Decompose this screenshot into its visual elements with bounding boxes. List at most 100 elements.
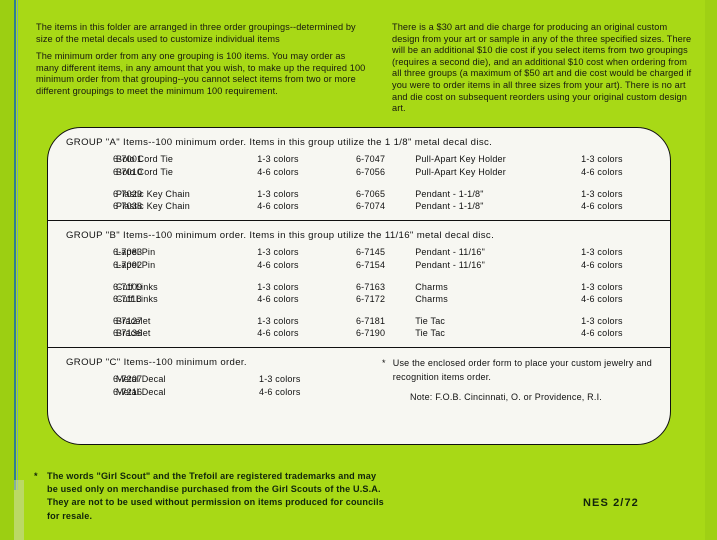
page-edge-rule — [14, 0, 16, 490]
item-colors: 1-3 colors — [581, 316, 623, 326]
group-b-title: GROUP "B" Items--100 minimum order. Item… — [66, 230, 495, 241]
item-colors: 4-6 colors — [257, 166, 299, 177]
table-row: 6-7127 Bracelet 1-3 colors 6-7181 Tie Ta… — [48, 305, 670, 326]
item-name: Metal Decal — [116, 373, 166, 384]
item-sku: 6-7172 — [355, 293, 386, 304]
table-row: 6-7029 Plastic Key Chain 1-3 colors 6-70… — [48, 178, 670, 199]
footnote-line: be used only on merchandise purchased fr… — [47, 484, 381, 495]
item-name: Bolo Cord Tie — [116, 166, 174, 177]
item-colors: 4-6 colors — [257, 293, 299, 304]
item-colors: 1-3 colors — [581, 246, 623, 257]
item-sku: 6-7136 — [113, 327, 143, 338]
group-c-rows: 6-7207 Metal Decal 1-3 colors 6-7216 Met… — [48, 372, 378, 406]
intro-column-right: There is a $30 art and die charge for pr… — [392, 22, 692, 115]
group-c-left: GROUP "C" Items--100 minimum order. 6-72… — [48, 348, 378, 406]
trademark-footnote: * The words "Girl Scout" and the Trefoil… — [34, 470, 464, 523]
item-name: Cuff Links — [116, 293, 158, 304]
item-colors: 4-6 colors — [581, 259, 623, 270]
item-name: Plastic Key Chain — [116, 189, 190, 199]
item-name: Cuff Links — [116, 282, 158, 292]
item-sku: 6-7092 — [113, 259, 143, 270]
item-colors: 1-3 colors — [581, 282, 623, 292]
trademark-footnote-body: The words "Girl Scout" and the Trefoil a… — [47, 470, 464, 523]
item-name: Pendant - 1-1/8" — [415, 189, 484, 199]
table-row: 6-7092 Lapel Pin 4-6 colors 6-7154 Penda… — [48, 258, 670, 271]
item-name: Pendant - 11/16" — [415, 259, 485, 270]
group-a: GROUP "A" Items--100 minimum order. Item… — [48, 128, 670, 220]
item-colors: 1-3 colors — [257, 153, 299, 164]
item-sku: 6-7163 — [355, 282, 386, 292]
item-sku: 6-7010 — [113, 166, 143, 177]
group-b: GROUP "B" Items--100 minimum order. Item… — [48, 220, 670, 347]
group-a-title: GROUP "A" Items--100 minimum order. Item… — [66, 137, 493, 148]
item-colors: 4-6 colors — [259, 386, 301, 397]
intro-column-left: The items in this folder are arranged in… — [36, 22, 366, 98]
table-row: 6-7038 Plastic Key Chain 4-6 colors 6-70… — [48, 199, 670, 212]
item-sku: 6-7001 — [113, 153, 143, 164]
table-row: 6-7207 Metal Decal 1-3 colors — [48, 372, 378, 385]
item-sku: 6-7056 — [355, 166, 386, 177]
table-row: 6-7118 Cuff Links 4-6 colors 6-7172 Char… — [48, 292, 670, 305]
item-sku: 6-7109 — [113, 282, 143, 292]
product-groups-panel: GROUP "A" Items--100 minimum order. Item… — [47, 127, 671, 445]
table-row: 6-7010 Bolo Cord Tie 4-6 colors 6-7056 P… — [48, 165, 670, 178]
item-sku: 6-7074 — [355, 200, 386, 211]
fob-note: Note: F.O.B. Cincinnati, O. or Providenc… — [410, 392, 602, 402]
item-colors: 4-6 colors — [257, 259, 299, 270]
item-name: Lapel Pin — [116, 259, 156, 270]
group-c-title: GROUP "C" Items--100 minimum order. — [66, 357, 247, 368]
intro-section: The items in this folder are arranged in… — [0, 0, 717, 118]
item-sku: 6-7047 — [355, 153, 386, 164]
item-name: Pendant - 11/16" — [415, 246, 485, 257]
page-edge-left — [0, 0, 14, 540]
item-colors: 4-6 colors — [257, 327, 299, 338]
item-colors: 4-6 colors — [581, 166, 623, 177]
page-edge-shadow — [14, 480, 24, 540]
item-sku: 6-7038 — [113, 200, 143, 211]
item-sku: 6-7181 — [355, 316, 386, 326]
item-sku: 6-7207 — [113, 373, 143, 384]
footnote-line: for resale. — [47, 510, 93, 521]
intro-paragraph: There is a $30 art and die charge for pr… — [392, 22, 692, 114]
page-edge-rule-soft — [17, 0, 18, 490]
item-name: Tie Tac — [415, 327, 446, 338]
item-name: Lapel Pin — [116, 246, 156, 257]
group-c: GROUP "C" Items--100 minimum order. 6-72… — [48, 347, 670, 406]
item-sku: 6-7154 — [355, 259, 386, 270]
order-form-note-text: Use the enclosed order form to place you… — [392, 358, 652, 382]
item-sku: 6-7190 — [355, 327, 386, 338]
item-colors: 4-6 colors — [581, 327, 623, 338]
item-colors: 4-6 colors — [257, 200, 299, 211]
item-name: Pull-Apart Key Holder — [415, 153, 506, 164]
document-code: NES 2/72 — [583, 497, 639, 509]
asterisk-icon: * — [34, 471, 38, 481]
item-colors: 4-6 colors — [581, 293, 623, 304]
item-colors: 1-3 colors — [257, 316, 299, 326]
item-colors: 1-3 colors — [259, 373, 301, 384]
item-name: Plastic Key Chain — [116, 200, 190, 211]
table-row: 6-7136 Bracelet 4-6 colors 6-7190 Tie Ta… — [48, 326, 670, 339]
item-colors: 1-3 colors — [257, 246, 299, 257]
footnote-line: The words "Girl Scout" and the Trefoil a… — [47, 471, 377, 481]
item-name: Metal Decal — [116, 386, 166, 397]
table-row: 6-7001 Bolo Cord Tie 1-3 colors 6-7047 P… — [48, 152, 670, 165]
item-colors: 4-6 colors — [581, 200, 623, 211]
intro-paragraph: The minimum order from any one grouping … — [36, 51, 366, 96]
item-sku: 6-7083 — [113, 246, 143, 257]
item-name: Bracelet — [116, 327, 151, 338]
item-sku: 6-7127 — [113, 316, 143, 326]
footnote-line: They are not to be used without permissi… — [47, 497, 384, 508]
table-row: 6-7083 Lapel Pin 1-3 colors 6-7145 Penda… — [48, 245, 670, 258]
item-colors: 1-3 colors — [581, 189, 623, 199]
item-name: Bracelet — [116, 316, 151, 326]
item-sku: 6-7118 — [113, 293, 142, 304]
item-colors: 1-3 colors — [257, 189, 299, 199]
asterisk-icon: * — [382, 358, 386, 368]
item-sku: 6-7216 — [113, 386, 143, 397]
table-row: 6-7216 Metal Decal 4-6 colors — [48, 385, 378, 398]
intro-paragraph: The items in this folder are arranged in… — [36, 22, 356, 44]
group-b-rows: 6-7083 Lapel Pin 1-3 colors 6-7145 Penda… — [48, 245, 670, 347]
item-sku: 6-7065 — [355, 189, 386, 199]
item-name: Pendant - 1-1/8" — [415, 200, 484, 211]
group-a-rows: 6-7001 Bolo Cord Tie 1-3 colors 6-7047 P… — [48, 152, 670, 220]
